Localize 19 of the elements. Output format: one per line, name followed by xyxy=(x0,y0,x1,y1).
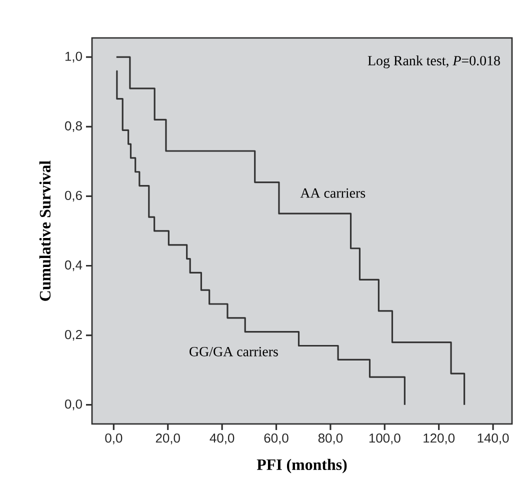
x-tick-label: 140,0 xyxy=(478,434,509,444)
y-tick-label: 0,0 xyxy=(64,400,82,410)
y-tick-label: 0,6 xyxy=(64,190,82,202)
annotation: Log Rank test, P=0.018 xyxy=(368,56,500,68)
y-tick-label: 1,0 xyxy=(65,52,82,62)
y-tick-label: 0,8 xyxy=(64,121,82,132)
series-label: AA carriers xyxy=(300,188,366,198)
x-tick-label: 20,0 xyxy=(156,434,180,444)
x-tick-label: 40,0 xyxy=(210,434,234,444)
x-tick-label: 120,0 xyxy=(424,434,455,444)
x-axis-title: PFI (months) xyxy=(256,458,347,474)
x-tick-label: 0,0 xyxy=(105,434,122,444)
y-axis-title: Cumulative Survival xyxy=(39,160,51,301)
x-tick-label: 100,0 xyxy=(369,434,400,444)
series-label: GG/GA carriers xyxy=(190,346,278,356)
y-tick-label: 0,4 xyxy=(64,260,82,272)
x-tick-label: 80,0 xyxy=(318,434,343,444)
x-tick-label: 60,0 xyxy=(264,434,288,444)
y-tick-label: 0,2 xyxy=(64,330,82,341)
